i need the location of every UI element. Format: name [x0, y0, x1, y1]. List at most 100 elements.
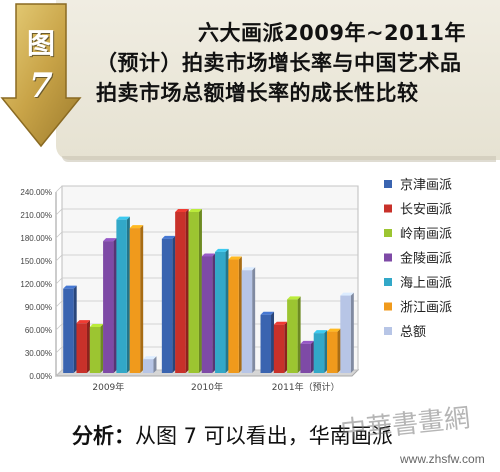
bar-top [188, 209, 202, 212]
bar [273, 324, 285, 373]
x-tick-label: 2011年（预计） [272, 381, 340, 393]
bar-top [287, 296, 301, 300]
legend-swatch [384, 204, 392, 213]
bar-side [153, 356, 157, 373]
bar-top [241, 267, 256, 271]
gridline [55, 208, 358, 216]
legend-swatch [384, 302, 392, 311]
page-title: 六大画派2009年~2011年 （预计）拍卖市场增长率与中国艺术品拍卖市场总额增… [96, 18, 476, 108]
y-tick-label: 30.00% [25, 349, 52, 358]
legend-swatch [384, 229, 392, 237]
bar-side [297, 296, 301, 373]
bar-side [252, 267, 256, 373]
legend-label: 长安画派 [400, 203, 452, 218]
bar [241, 270, 253, 373]
gridline [55, 300, 358, 308]
bar-side [100, 324, 104, 373]
bar-top [313, 330, 328, 334]
gridline [55, 323, 358, 331]
gridline [55, 231, 358, 239]
legend-label: 京津画派 [400, 178, 452, 193]
bar [129, 228, 141, 373]
title-line-rest: （预计）拍卖市场增长率与中国艺术品拍卖市场总额增长率的成长性比较 [96, 51, 462, 105]
bar-top [273, 321, 288, 325]
bar [76, 323, 87, 373]
bar [340, 295, 351, 373]
legend-swatch [384, 253, 392, 262]
x-tick-label: 2009年 [92, 381, 124, 393]
bar-top [340, 292, 354, 296]
legend-swatch [384, 327, 392, 335]
analysis-lead: 分析： [72, 424, 135, 448]
bar-side [185, 209, 189, 373]
bar-top [63, 285, 77, 289]
bar [228, 259, 239, 373]
analysis-body: 从图 7 可以看出，华南画派 [135, 424, 393, 448]
bar [300, 343, 311, 373]
bar [327, 331, 338, 373]
y-tick-label: 150.00% [20, 257, 52, 266]
legend-swatch [384, 278, 392, 286]
bar-top [76, 320, 90, 324]
bar [201, 256, 213, 373]
legend-label: 总额 [400, 325, 426, 340]
bar-top [142, 356, 157, 360]
bar-side [337, 328, 341, 373]
bar-side [172, 235, 176, 373]
x-tick-label: 2010年 [191, 381, 223, 393]
y-tick-label: 90.00% [25, 303, 52, 312]
y-tick-label: 180.00% [20, 234, 52, 243]
y-tick-label: 60.00% [25, 326, 52, 335]
bar-top [201, 253, 216, 257]
bar-top [300, 340, 314, 344]
gridline [55, 346, 358, 354]
y-tick-label: 120.00% [20, 280, 52, 289]
y-tick-label: 0.00% [29, 372, 52, 381]
title-banner [56, 0, 500, 160]
bar-side [140, 225, 144, 373]
title-banner-shadow [62, 156, 496, 162]
bar-top [161, 235, 176, 239]
bar-side [238, 256, 242, 373]
legend-label: 浙江画派 [400, 301, 452, 316]
bar-side [310, 340, 314, 373]
gridline [55, 254, 358, 262]
bar-side [198, 209, 202, 373]
legend-label: 岭南画派 [400, 226, 452, 242]
bar-top [89, 324, 104, 327]
bar [287, 299, 298, 373]
bar [142, 359, 154, 373]
legend-swatch [384, 180, 392, 188]
bar-top [228, 256, 242, 260]
bar-top [175, 209, 189, 212]
title-line-1: 六大画派2009年~2011年 [198, 21, 466, 45]
gridline [55, 185, 358, 193]
bar-top [327, 328, 341, 332]
analysis-text: 分析：从图 7 可以看出，华南画派 [72, 420, 393, 450]
y-tick-label: 210.00% [20, 211, 52, 220]
site-url: www.zhsfw.com [400, 452, 485, 466]
bar-side [350, 292, 354, 373]
bar [161, 238, 173, 373]
bar-top [129, 225, 144, 229]
bar-top [116, 216, 130, 220]
bar-top [215, 248, 229, 252]
growth-rate-bar-chart: 0.00% 30.00% 60.00% 90.00% 120.00% 150.00% 180… [20, 178, 452, 393]
bar-top [103, 238, 117, 242]
bar [175, 212, 186, 373]
bar [260, 314, 272, 373]
figure-label-char: 图 [26, 27, 55, 60]
watermark-logo: 中華書畫網 [339, 403, 472, 447]
figure-label-number: 7 [29, 66, 53, 106]
bar [313, 333, 325, 373]
gridline [55, 369, 358, 377]
bar-side [212, 253, 216, 373]
bar-top [260, 311, 275, 315]
figure-arrow-badge: 图 7 [0, 0, 84, 150]
bar-side [86, 320, 90, 373]
y-tick-label: 240.00% [20, 188, 52, 197]
bar-side [73, 285, 77, 373]
arrow-badge-icon [0, 3, 82, 148]
bar-side [225, 248, 229, 373]
bar-side [271, 311, 275, 373]
